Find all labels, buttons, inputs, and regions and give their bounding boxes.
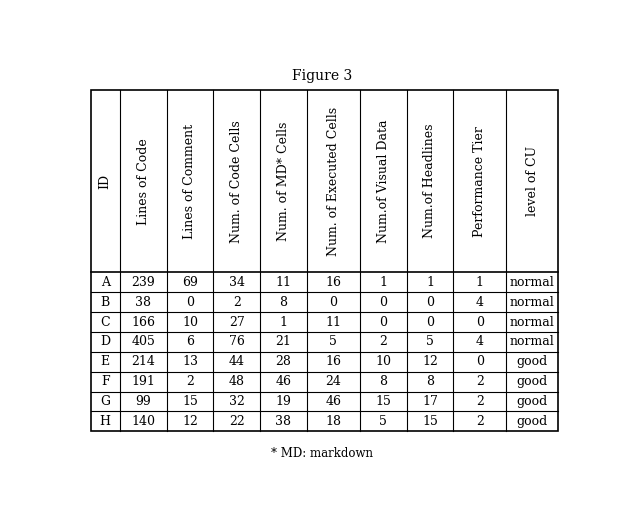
Text: 46: 46 [325, 395, 341, 408]
Text: 2: 2 [476, 395, 484, 408]
Text: 2: 2 [476, 415, 484, 428]
Text: 0: 0 [379, 296, 387, 309]
Text: 44: 44 [229, 355, 245, 369]
Text: 21: 21 [276, 335, 291, 348]
Text: F: F [101, 375, 109, 388]
Text: 17: 17 [422, 395, 438, 408]
Text: 22: 22 [229, 415, 244, 428]
Text: 140: 140 [131, 415, 155, 428]
Text: good: good [516, 415, 548, 428]
Text: 1: 1 [476, 276, 484, 289]
Text: good: good [516, 395, 548, 408]
Text: 38: 38 [276, 415, 291, 428]
Text: 8: 8 [426, 375, 434, 388]
Text: 166: 166 [131, 316, 155, 328]
Text: 214: 214 [131, 355, 155, 369]
Text: 10: 10 [182, 316, 198, 328]
Text: 16: 16 [325, 276, 341, 289]
Text: Num. of Code Cells: Num. of Code Cells [230, 120, 243, 242]
Text: 2: 2 [476, 375, 484, 388]
Text: 5: 5 [379, 415, 387, 428]
Text: Num.of Visual Data: Num.of Visual Data [377, 119, 390, 243]
Text: Figure 3: Figure 3 [292, 70, 352, 83]
Text: 1: 1 [379, 276, 387, 289]
Text: 11: 11 [276, 276, 291, 289]
Text: 405: 405 [131, 335, 155, 348]
Text: 0: 0 [476, 355, 484, 369]
Text: normal: normal [510, 316, 555, 328]
Text: 15: 15 [182, 395, 198, 408]
Text: good: good [516, 375, 548, 388]
Text: 13: 13 [182, 355, 198, 369]
Text: Lines of Comment: Lines of Comment [183, 124, 197, 239]
Text: 16: 16 [325, 355, 341, 369]
Text: 38: 38 [135, 296, 151, 309]
Text: 27: 27 [229, 316, 244, 328]
Text: 10: 10 [375, 355, 391, 369]
Text: 2: 2 [233, 296, 241, 309]
Text: 6: 6 [186, 335, 194, 348]
Text: normal: normal [510, 296, 555, 309]
Text: normal: normal [510, 335, 555, 348]
Text: 12: 12 [182, 415, 198, 428]
Text: G: G [100, 395, 111, 408]
Text: C: C [100, 316, 110, 328]
Text: E: E [100, 355, 110, 369]
Text: 69: 69 [182, 276, 198, 289]
Text: 4: 4 [476, 296, 484, 309]
Text: 48: 48 [229, 375, 245, 388]
Text: 0: 0 [329, 296, 337, 309]
Text: H: H [100, 415, 111, 428]
Text: 8: 8 [279, 296, 288, 309]
Text: ID: ID [99, 174, 112, 188]
Text: 239: 239 [131, 276, 155, 289]
Text: level of CU: level of CU [526, 146, 539, 216]
Text: 15: 15 [376, 395, 391, 408]
Text: good: good [516, 355, 548, 369]
Text: D: D [100, 335, 111, 348]
Text: Num.of Headlines: Num.of Headlines [423, 124, 436, 238]
Text: 24: 24 [325, 375, 341, 388]
Text: Performance Tier: Performance Tier [474, 126, 486, 237]
Text: 19: 19 [276, 395, 291, 408]
Text: 18: 18 [325, 415, 341, 428]
Text: Lines of Code: Lines of Code [137, 138, 149, 224]
Text: 0: 0 [426, 296, 434, 309]
Text: 191: 191 [131, 375, 155, 388]
Text: 2: 2 [379, 335, 387, 348]
Text: 12: 12 [422, 355, 438, 369]
Text: B: B [100, 296, 110, 309]
Text: 2: 2 [186, 375, 194, 388]
Text: 5: 5 [329, 335, 337, 348]
Text: 1: 1 [426, 276, 434, 289]
Text: 28: 28 [276, 355, 291, 369]
Text: 0: 0 [426, 316, 434, 328]
Text: 8: 8 [379, 375, 387, 388]
Text: 0: 0 [476, 316, 484, 328]
Text: 34: 34 [229, 276, 245, 289]
Text: 4: 4 [476, 335, 484, 348]
Text: 46: 46 [276, 375, 291, 388]
Text: 11: 11 [325, 316, 341, 328]
Text: 76: 76 [229, 335, 245, 348]
Text: * MD: markdown: * MD: markdown [271, 447, 373, 460]
Text: 99: 99 [136, 395, 151, 408]
Text: 0: 0 [186, 296, 194, 309]
Text: normal: normal [510, 276, 555, 289]
Text: Num. of Executed Cells: Num. of Executed Cells [327, 107, 340, 256]
Text: Num. of MD* Cells: Num. of MD* Cells [277, 121, 290, 241]
Text: 1: 1 [279, 316, 288, 328]
Text: 15: 15 [422, 415, 438, 428]
Text: A: A [100, 276, 110, 289]
Text: 32: 32 [229, 395, 245, 408]
Text: 5: 5 [426, 335, 434, 348]
Text: 0: 0 [379, 316, 387, 328]
